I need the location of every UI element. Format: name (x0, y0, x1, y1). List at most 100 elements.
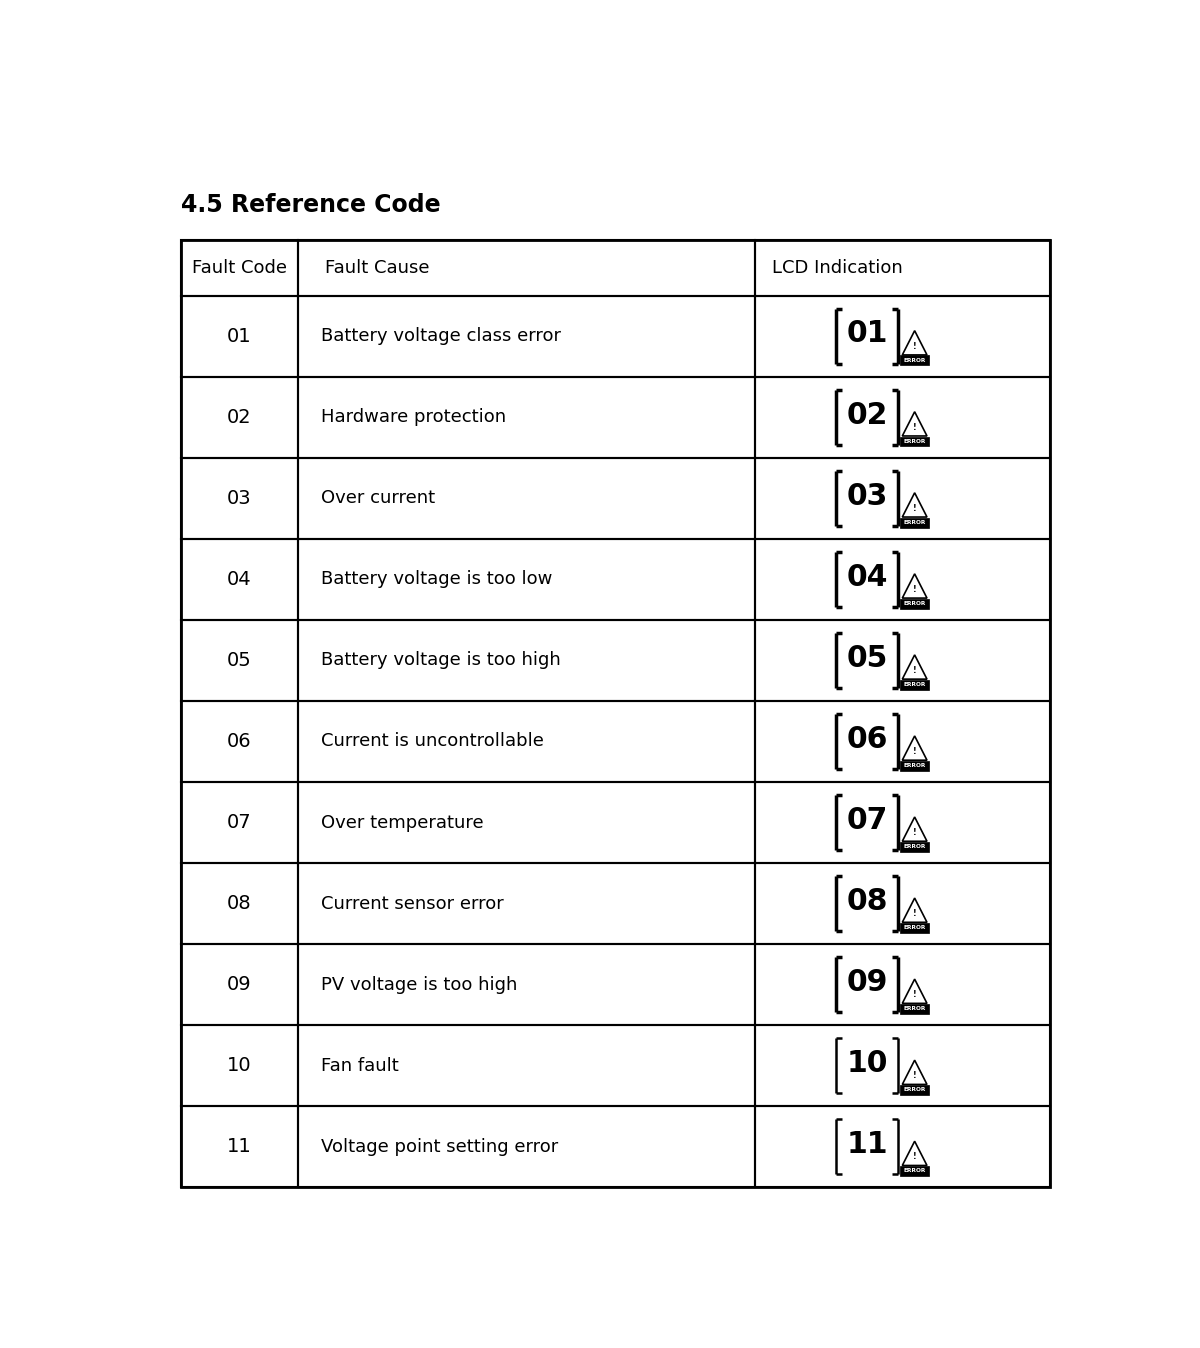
Bar (298, 1024, 755, 1107)
Text: 03: 03 (227, 489, 252, 508)
Text: 4.5 Reference Code: 4.5 Reference Code (181, 193, 440, 217)
Text: !: ! (913, 1153, 917, 1161)
Text: !: ! (913, 504, 917, 512)
Text: 06: 06 (227, 732, 252, 751)
Bar (181, 863, 298, 944)
Bar (181, 944, 298, 1024)
Bar (298, 944, 755, 1024)
Bar (755, 240, 1050, 295)
Bar (181, 458, 298, 539)
Bar (755, 944, 1050, 1024)
Text: ERROR: ERROR (904, 682, 925, 687)
Text: 08: 08 (846, 887, 888, 915)
Text: Fault Code: Fault Code (192, 259, 288, 276)
Text: !: ! (913, 909, 917, 918)
Text: !: ! (913, 989, 917, 999)
Text: PV voltage is too high: PV voltage is too high (320, 976, 517, 993)
Bar (181, 701, 298, 782)
Text: Hardware protection: Hardware protection (320, 408, 506, 426)
Bar (900, 356, 929, 365)
Text: ERROR: ERROR (904, 439, 925, 443)
Text: ERROR: ERROR (904, 1088, 925, 1092)
Text: ERROR: ERROR (904, 601, 925, 607)
Text: Battery voltage is too low: Battery voltage is too low (320, 570, 552, 588)
Text: 01: 01 (227, 326, 252, 345)
Bar (900, 1004, 929, 1014)
Text: !: ! (913, 828, 917, 837)
Bar (900, 923, 929, 933)
Text: ERROR: ERROR (904, 925, 925, 930)
Bar (298, 701, 755, 782)
Text: !: ! (913, 1072, 917, 1080)
Text: ERROR: ERROR (904, 763, 925, 768)
Text: 08: 08 (227, 894, 252, 913)
Bar (900, 679, 929, 690)
Text: Fault Cause: Fault Cause (325, 259, 430, 276)
Text: Voltage point setting error: Voltage point setting error (320, 1138, 558, 1155)
Text: ERROR: ERROR (904, 359, 925, 363)
Text: ERROR: ERROR (904, 1007, 925, 1011)
Text: !: ! (913, 666, 917, 675)
Text: 04: 04 (846, 562, 888, 592)
Text: 01: 01 (846, 319, 888, 349)
Bar (181, 295, 298, 376)
Text: 02: 02 (227, 407, 252, 427)
Bar (900, 760, 929, 771)
Text: 11: 11 (227, 1138, 252, 1157)
Bar (181, 1024, 298, 1107)
Text: Current sensor error: Current sensor error (320, 895, 504, 913)
Bar (755, 620, 1050, 701)
Text: Battery voltage is too high: Battery voltage is too high (320, 651, 560, 670)
Text: ERROR: ERROR (904, 844, 925, 849)
Bar (900, 1085, 929, 1095)
Text: 09: 09 (846, 968, 888, 998)
Bar (755, 295, 1050, 376)
Text: 11: 11 (846, 1130, 888, 1159)
Bar (755, 1107, 1050, 1188)
Text: ERROR: ERROR (904, 520, 925, 526)
Text: 10: 10 (227, 1057, 252, 1076)
Text: !: ! (913, 423, 917, 431)
Text: 07: 07 (227, 813, 252, 832)
Text: Current is uncontrollable: Current is uncontrollable (320, 732, 544, 751)
Bar (900, 841, 929, 852)
Text: 06: 06 (846, 725, 888, 754)
Text: !: ! (913, 585, 917, 593)
Bar (181, 539, 298, 620)
Bar (900, 437, 929, 446)
Text: 02: 02 (846, 400, 888, 430)
Text: Over current: Over current (320, 489, 436, 507)
Bar (755, 863, 1050, 944)
Text: 07: 07 (846, 806, 888, 834)
Text: ERROR: ERROR (904, 1169, 925, 1174)
Text: 10: 10 (846, 1049, 888, 1078)
Bar (181, 240, 298, 295)
Text: Battery voltage class error: Battery voltage class error (320, 328, 560, 345)
Text: LCD Indication: LCD Indication (773, 259, 904, 276)
Bar (900, 599, 929, 608)
Bar (755, 539, 1050, 620)
Bar (298, 863, 755, 944)
Bar (298, 458, 755, 539)
Text: 03: 03 (846, 481, 888, 511)
Text: Fan fault: Fan fault (320, 1057, 398, 1074)
Bar (755, 376, 1050, 458)
Text: 05: 05 (227, 651, 252, 670)
Bar (298, 782, 755, 863)
Bar (298, 620, 755, 701)
Bar (298, 295, 755, 376)
Bar (298, 376, 755, 458)
Bar (298, 240, 755, 295)
Bar (181, 782, 298, 863)
Bar (181, 376, 298, 458)
Text: !: ! (913, 341, 917, 350)
Text: !: ! (913, 747, 917, 756)
Bar (900, 518, 929, 527)
Bar (755, 701, 1050, 782)
Bar (900, 1166, 929, 1175)
Bar (755, 782, 1050, 863)
Text: 04: 04 (227, 570, 252, 589)
Text: 09: 09 (227, 975, 252, 993)
Text: 05: 05 (846, 644, 888, 673)
Text: Over temperature: Over temperature (320, 813, 484, 832)
